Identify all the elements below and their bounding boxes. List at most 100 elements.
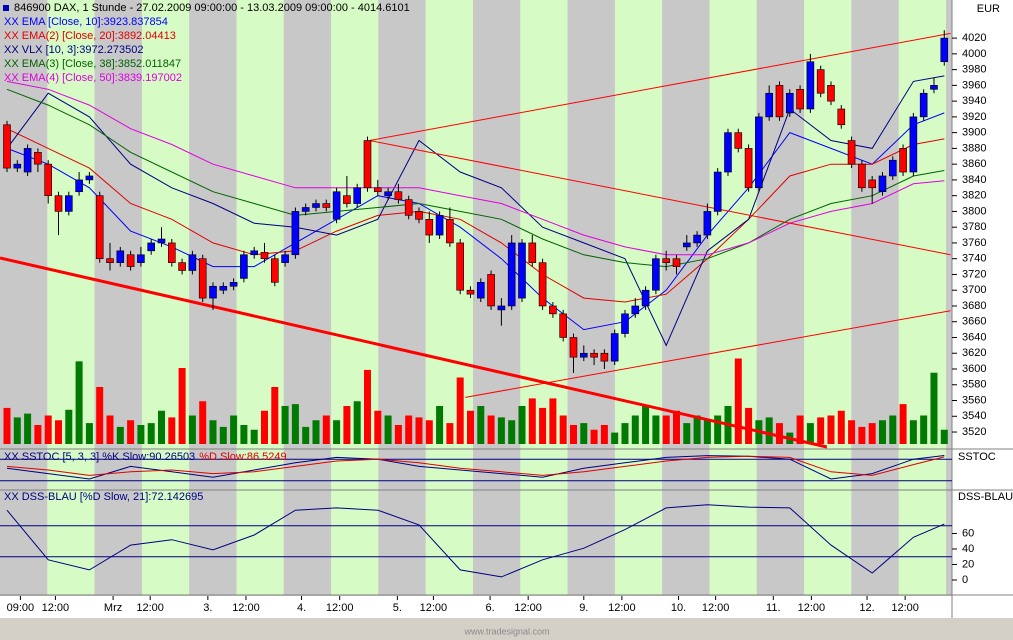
panel-label: DSS-BLAU bbox=[958, 491, 1013, 503]
volume-bar bbox=[302, 426, 310, 444]
indicator-line bbox=[6, 455, 945, 480]
candle-body bbox=[44, 163, 53, 196]
candle-body bbox=[353, 187, 361, 204]
candle-body bbox=[178, 262, 186, 271]
x-tick-label: 11. bbox=[766, 602, 780, 614]
volume-bar bbox=[940, 429, 948, 444]
candle-body bbox=[487, 274, 495, 307]
volume-bar bbox=[528, 398, 536, 444]
volume-bar bbox=[518, 406, 526, 444]
volume-bar bbox=[168, 417, 176, 444]
session-stripe bbox=[567, 0, 615, 595]
volume-bar bbox=[425, 420, 433, 444]
volume-bar bbox=[477, 406, 485, 444]
y-tick-label: 3580 bbox=[962, 379, 986, 391]
candle-body bbox=[518, 242, 526, 299]
volume-bar bbox=[291, 404, 299, 444]
volume-bar bbox=[806, 423, 814, 444]
candle-body bbox=[363, 140, 372, 189]
candle-body bbox=[301, 207, 310, 212]
candle-body bbox=[209, 285, 217, 299]
volume-bar bbox=[271, 387, 279, 444]
volume-bar bbox=[199, 401, 207, 444]
footer: www.tradesignal.com bbox=[463, 626, 549, 636]
volume-bar bbox=[405, 415, 413, 444]
y-tick-label: 4000 bbox=[962, 48, 986, 60]
candle-body bbox=[806, 61, 815, 110]
x-tick-label: 12:00 bbox=[420, 602, 448, 614]
session-stripe bbox=[851, 0, 899, 595]
x-tick-label: 4. bbox=[297, 602, 306, 614]
candle-body bbox=[147, 242, 155, 252]
candle-body bbox=[404, 199, 413, 216]
candle-body bbox=[888, 159, 897, 177]
volume-bar bbox=[240, 425, 248, 444]
candle-body bbox=[343, 195, 351, 204]
y-tick-label: 3840 bbox=[962, 174, 986, 186]
x-tick-label: 6. bbox=[485, 602, 494, 614]
session-stripe bbox=[946, 0, 952, 595]
candle-body bbox=[167, 242, 176, 263]
candle-body bbox=[425, 219, 434, 236]
candle-body bbox=[188, 254, 197, 271]
y-tick-label: 60 bbox=[962, 527, 974, 539]
candle-body bbox=[528, 242, 537, 263]
volume-bar bbox=[250, 429, 258, 444]
candle-body bbox=[75, 179, 83, 193]
volume-bar bbox=[75, 361, 83, 444]
volume-bar bbox=[230, 415, 238, 444]
indicator-line bbox=[6, 112, 945, 331]
volume-bar bbox=[353, 401, 361, 444]
session-stripe bbox=[662, 0, 710, 595]
candle-body bbox=[816, 69, 825, 94]
y-tick-label: 3640 bbox=[962, 331, 986, 343]
y-tick-label: 3880 bbox=[962, 142, 986, 154]
y-tick-label: 40 bbox=[962, 543, 974, 555]
x-tick-label: 12. bbox=[859, 602, 874, 614]
candle-body bbox=[919, 92, 928, 118]
volume-bar bbox=[611, 432, 619, 444]
volume-bar bbox=[3, 407, 11, 444]
volume-bar bbox=[116, 426, 124, 444]
candle-body bbox=[652, 258, 660, 291]
session-stripe bbox=[331, 0, 379, 595]
indicator-line bbox=[6, 75, 945, 347]
legend-entry-part: %D Slow:86.5249 bbox=[199, 451, 286, 463]
chart-title: 846900 DAX, 1 Stunde - 27.02.2009 09:00:… bbox=[14, 2, 410, 14]
y-tick-label: 3820 bbox=[962, 190, 986, 202]
session-stripe bbox=[709, 0, 757, 595]
y-tick-label: 3620 bbox=[962, 347, 986, 359]
y-tick-label: 3740 bbox=[962, 253, 986, 265]
y-tick-label: 3660 bbox=[962, 316, 986, 328]
candle-body bbox=[847, 140, 856, 165]
volume-bar bbox=[343, 406, 351, 444]
candle-body bbox=[291, 211, 300, 256]
candle-body bbox=[631, 305, 640, 315]
volume-bar bbox=[672, 410, 680, 444]
candle-body bbox=[13, 163, 22, 169]
volume-bar bbox=[827, 415, 835, 444]
y-tick-label: 3980 bbox=[962, 64, 986, 76]
y-tick-label: 3540 bbox=[962, 410, 986, 422]
volume-bar bbox=[374, 410, 382, 444]
volume-bar bbox=[13, 417, 21, 444]
volume-bar bbox=[188, 415, 196, 444]
candle-body bbox=[85, 175, 94, 181]
volume-bar bbox=[703, 420, 711, 444]
volume-bar bbox=[446, 423, 454, 444]
candle-body bbox=[868, 179, 876, 189]
candle-body bbox=[415, 211, 423, 220]
volume-bar bbox=[209, 420, 217, 444]
volume-bar bbox=[456, 377, 464, 444]
volume-bar bbox=[508, 420, 516, 444]
legend-entry-part: XX SSTOC [5, 3, 3] %K Slow:90.26503 bbox=[4, 451, 195, 463]
y-tick-label: 3560 bbox=[962, 394, 986, 406]
candle-body bbox=[260, 252, 269, 259]
candle-body bbox=[930, 85, 938, 90]
x-tick-label: 12:00 bbox=[514, 602, 542, 614]
indicator-line bbox=[6, 128, 945, 303]
y-tick-label: 3800 bbox=[962, 205, 986, 217]
volume-bar bbox=[312, 420, 320, 444]
candle-body bbox=[34, 152, 42, 165]
